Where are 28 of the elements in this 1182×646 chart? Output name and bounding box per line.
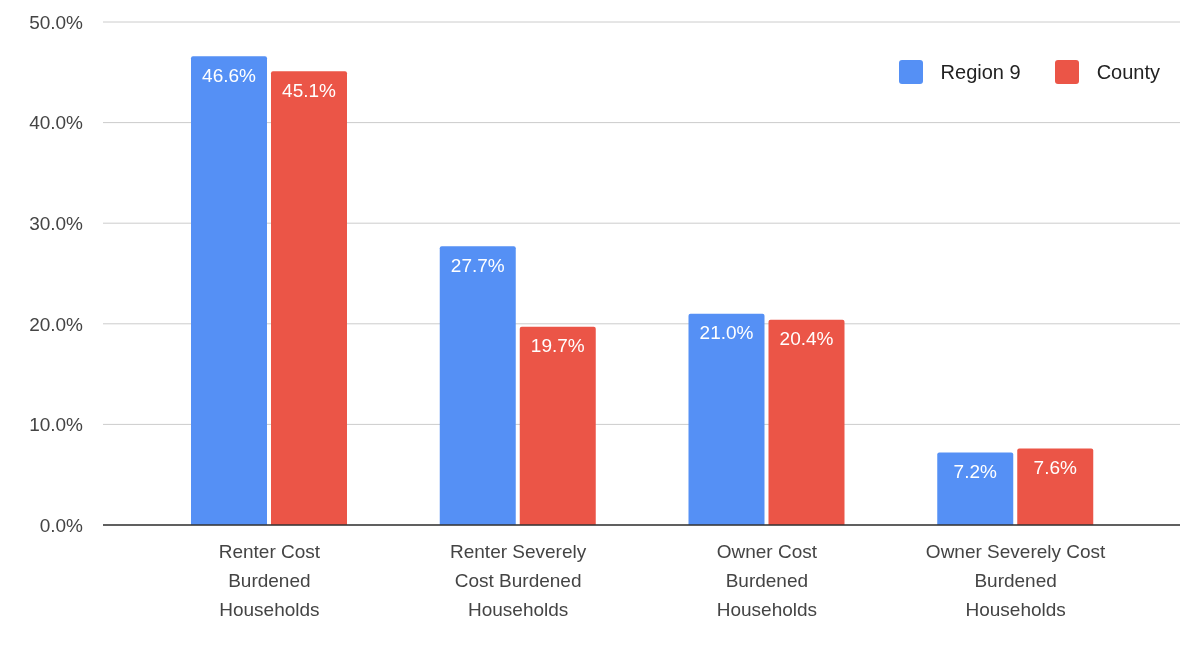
data-label: 45.1% — [282, 79, 337, 101]
x-tick-label: Owner Severely Cost Burdened Households — [925, 541, 1107, 621]
bar — [519, 326, 596, 525]
x-tick-label: Owner Cost Burdened Households — [716, 541, 818, 621]
y-tick-label: 20.0% — [29, 313, 84, 335]
y-tick-label: 30.0% — [29, 212, 84, 234]
legend-label: Region 9 — [940, 60, 1021, 84]
legend-label: County — [1096, 60, 1160, 84]
bar — [191, 56, 267, 525]
data-label: 46.6% — [202, 64, 257, 86]
y-tick-label: 10.0% — [29, 414, 84, 436]
x-tick-label: Renter Severely Cost Burdened Households — [450, 541, 587, 621]
data-label: 27.7% — [450, 254, 505, 276]
x-tick-label: Renter Cost Burdened Households — [218, 541, 321, 621]
data-label: 7.2% — [953, 461, 998, 483]
data-label: 19.7% — [530, 335, 585, 357]
bar — [688, 313, 765, 525]
data-label: 7.6% — [1033, 457, 1078, 479]
y-tick-label: 40.0% — [29, 112, 84, 134]
bar — [1017, 448, 1094, 525]
bar — [768, 319, 845, 525]
bar — [439, 246, 516, 525]
y-tick-label: 0.0% — [39, 514, 84, 536]
bar — [937, 452, 1014, 525]
data-label: 21.0% — [699, 322, 754, 344]
bar — [271, 71, 347, 525]
y-tick-label: 50.0% — [29, 11, 84, 33]
data-label: 20.4% — [779, 328, 834, 350]
